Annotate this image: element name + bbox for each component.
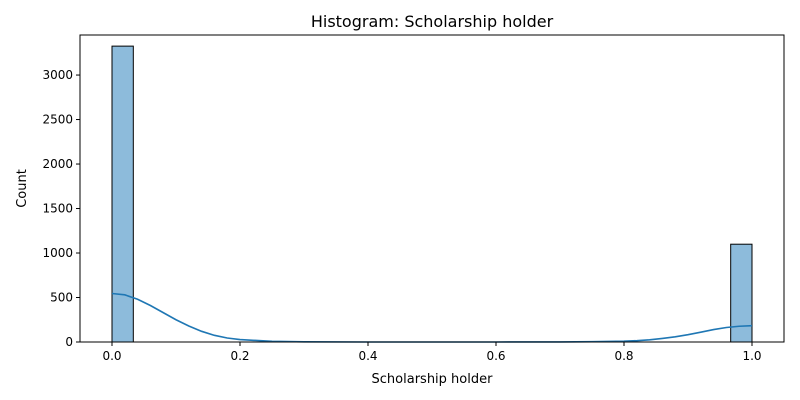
y-tick-label: 2000 [42, 157, 73, 171]
plot-frame [79, 34, 785, 343]
histogram-bar-0 [111, 45, 134, 343]
y-axis-label: Count [15, 169, 30, 208]
x-tick-label: 0.4 [358, 349, 377, 363]
x-tick-label: 0.8 [614, 349, 633, 363]
kde-curve [111, 292, 753, 343]
x-tick-label: 0.0 [102, 349, 121, 363]
y-axis-ticks: 0 500 1000 1500 2000 2500 3000 [42, 68, 80, 349]
x-tick-label: 0.2 [230, 349, 249, 363]
y-tick-label: 2500 [42, 113, 73, 127]
y-tick-label: 500 [50, 291, 73, 305]
histogram-bars [111, 45, 753, 343]
x-tick-label: 0.6 [486, 349, 505, 363]
chart-title: Histogram: Scholarship holder [311, 12, 554, 31]
y-tick-label: 3000 [42, 68, 73, 82]
y-tick-label: 1500 [42, 202, 73, 216]
y-tick-label: 1000 [42, 246, 73, 260]
x-axis-ticks: 0.0 0.2 0.4 0.6 0.8 1.0 [102, 342, 762, 363]
x-axis-label: Scholarship holder [372, 372, 494, 387]
y-tick-label: 0 [65, 335, 73, 349]
x-tick-label: 1.0 [742, 349, 761, 363]
